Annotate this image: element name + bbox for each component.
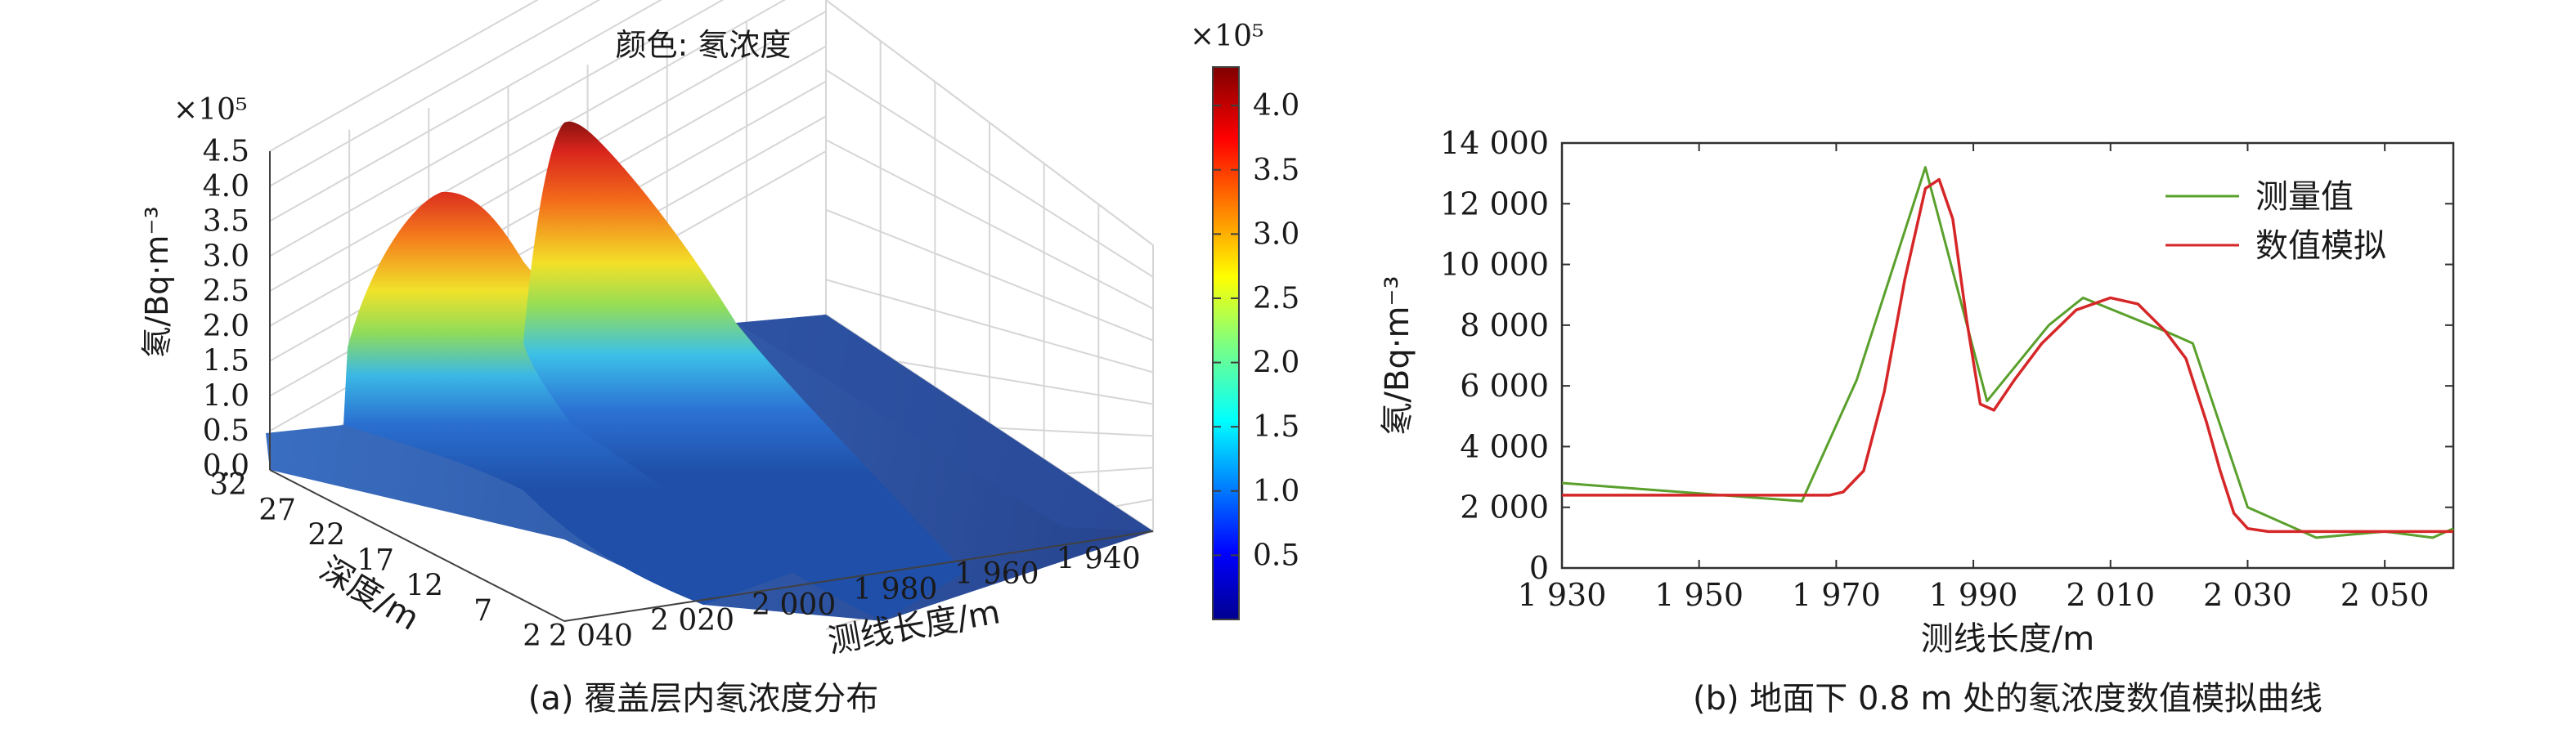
depth-tick-label: 22	[307, 519, 345, 552]
colorbar-tick-label: 3.5	[1253, 154, 1299, 187]
line-chart: 1 930 1 950 1 970 1 990 2 010 2 030 2 050 0 2 00…	[1379, 125, 2455, 718]
length-tick-label: 2 040	[549, 619, 633, 653]
series-simulated-line	[1562, 177, 2453, 534]
surface-peak-right	[523, 121, 965, 622]
z-tick-label: 0.5	[203, 414, 249, 448]
z-tick-label: 1.0	[203, 379, 249, 413]
depth-tick-label: 2	[523, 619, 541, 653]
legend-label-simulated: 数值模拟	[2255, 227, 2386, 265]
z-tick-label: 2.5	[203, 275, 249, 308]
caption-b: (b) 地面下 0.8 m 处的氡浓度数值模拟曲线	[1693, 680, 2322, 718]
plot-frame	[1560, 141, 2455, 570]
x-tick-label: 1 950	[1654, 577, 1744, 613]
caption-a: (a) 覆盖层内氡浓度分布	[528, 680, 878, 718]
depth-tick-label: 17	[357, 544, 394, 578]
x-tick-label: 2 050	[2340, 577, 2430, 613]
colorbar-tick-label: 2.5	[1253, 282, 1299, 315]
z-tick-label: 0.0	[203, 449, 249, 483]
y-tick-label: 10 000	[1440, 247, 1549, 283]
z-tick-label: 2.0	[203, 310, 249, 343]
depth-tick-label: 27	[258, 494, 296, 527]
colorbar-tick-label: 3.0	[1253, 217, 1299, 251]
x-tick-label: 1 970	[1792, 577, 1881, 613]
line-chart-series	[1561, 166, 2454, 539]
y-tick-label: 0	[1529, 550, 1549, 586]
colorbar-tick-label: 1.5	[1253, 410, 1299, 444]
x-tick-label: 2 030	[2203, 577, 2292, 613]
colorbar-gradient	[1212, 66, 1240, 620]
depth-tick-labels: 32 27 22 17 12 72	[209, 468, 541, 653]
z-multiplier: ×10⁵	[173, 93, 247, 127]
z-grid-left	[269, 0, 601, 187]
y-axis-line	[269, 469, 565, 622]
length-tick-label: 2 020	[650, 604, 734, 637]
length-tick-label: 1 940	[1057, 542, 1141, 575]
surface-chart: 颜色: 氡浓度 ×10⁵ 0.00.51.01.52.02.53.03.54.0…	[139, 0, 1154, 718]
legend: 测量值 数值模拟	[2165, 178, 2386, 265]
colorbar-tick-labels: 0.5 1.0 1.5 2.0 2.5 3.0 3.5 4.0	[1213, 89, 1299, 572]
z-tick-label: 1.5	[203, 345, 249, 378]
colorbar-tick-label: 2.0	[1253, 347, 1299, 380]
colorbar-tick-label: 4.0	[1253, 89, 1299, 123]
line-y-axis-label: 氡/Bq·m⁻³	[1379, 275, 1416, 435]
z-tick-label: 3.5	[203, 205, 249, 239]
z-tick-label: 3.0	[203, 239, 249, 273]
line-x-axis-label: 测线长度/m	[1921, 620, 2094, 658]
z-tick-label: 4.0	[203, 170, 249, 203]
surface-title: 颜色: 氡浓度	[616, 27, 792, 63]
depth-tick-label: 7	[473, 594, 492, 628]
depth-tick-label: 12	[406, 569, 443, 602]
z-grid-left	[269, 0, 787, 292]
length-tick-label: 1 960	[954, 557, 1039, 591]
y-tick-label: 6 000	[1460, 368, 1549, 404]
z-tick-labels: 0.00.51.01.52.02.53.03.54.04.5	[203, 135, 249, 483]
z-tick-label: 4.5	[203, 135, 249, 168]
x-axis-line	[563, 530, 1154, 622]
y-tick-label: 14 000	[1440, 125, 1549, 161]
colorbar: ×10⁵ 0.5 1.0 1.5 2.0 2.5 3.0 3.5 4.0	[1190, 20, 1299, 620]
x-tick-label: 1 930	[1518, 577, 1607, 613]
colorbar-tick-label: 0.5	[1253, 539, 1299, 572]
y-tick-label: 4 000	[1460, 428, 1549, 464]
y-tick-label: 12 000	[1440, 186, 1549, 221]
z-grid-left	[269, 0, 662, 222]
length-tick-label: 1 980	[853, 573, 937, 606]
length-tick-label: 2 000	[752, 588, 836, 622]
z-grid-left	[269, 0, 725, 257]
surface-far-plateau	[736, 315, 1153, 531]
legend-label-measured: 测量值	[2255, 178, 2354, 216]
colorbar-tick-label: 1.0	[1253, 475, 1299, 508]
z-axis-label: 氡/Bq·m⁻³	[139, 206, 175, 357]
x-tick-label: 2 010	[2066, 577, 2155, 613]
colorbar-multiplier: ×10⁵	[1190, 20, 1263, 53]
x-tick-label: 1 990	[1929, 577, 2018, 613]
y-tick-label: 8 000	[1460, 307, 1549, 343]
depth-tick-label: 32	[209, 468, 247, 502]
length-tick-labels: 2 040 2 020 2 000 1 980 1 960 1 940	[549, 542, 1141, 653]
y-tick-label: 2 000	[1460, 490, 1549, 526]
line-chart-ticks: 1 930 1 950 1 970 1 990 2 010 2 030 2 050 0 2 00…	[1440, 125, 2453, 613]
z-grid-left	[269, 0, 539, 152]
